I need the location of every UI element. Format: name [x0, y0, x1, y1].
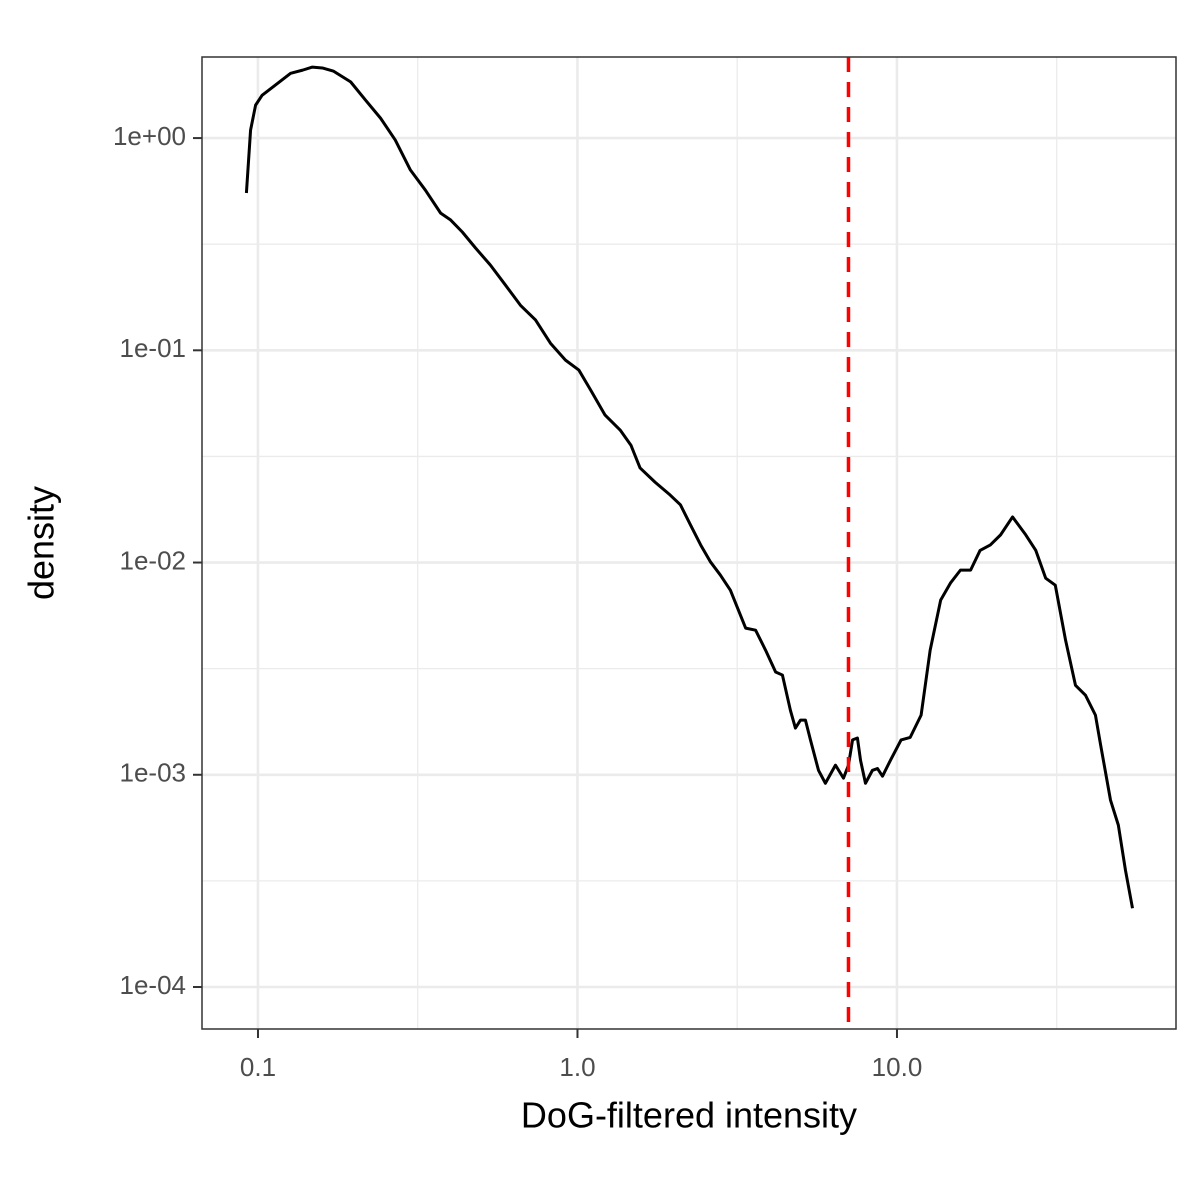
panel-border — [201, 56, 1177, 1030]
density-line — [244, 65, 1134, 909]
grid — [202, 57, 1176, 1029]
axes: 0.1 1.0 10.0 1e-04 1e-03 1e-02 1e-01 1e+00 — [113, 121, 922, 1082]
y-tick-label: 1e-02 — [120, 545, 187, 575]
y-tick-label: 1e+00 — [113, 121, 186, 151]
x-axis-title: DoG-filtered intensity — [521, 1095, 857, 1136]
x-tick-label: 10.0 — [872, 1052, 923, 1082]
y-tick-label: 1e-04 — [120, 970, 187, 1000]
marks — [244, 57, 1134, 1029]
x-tick-label: 0.1 — [240, 1052, 276, 1082]
y-axis-title: density — [21, 486, 62, 600]
x-tick-label: 1.0 — [559, 1052, 595, 1082]
y-tick-label: 1e-01 — [120, 333, 187, 363]
y-tick-label: 1e-03 — [120, 758, 187, 788]
